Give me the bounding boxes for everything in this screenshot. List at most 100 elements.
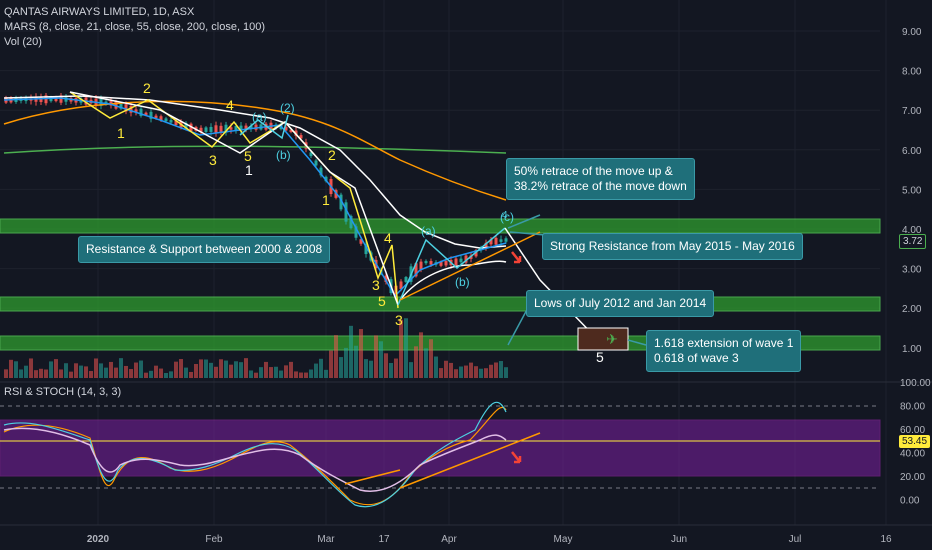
price-tick-label: 9.00	[902, 27, 922, 38]
volume-bar	[484, 368, 488, 378]
candle-body	[429, 261, 433, 265]
volume-bar	[69, 371, 73, 378]
wave-label: 3	[395, 312, 403, 328]
resistance-support-callout: Resistance & Support between 2000 & 2008	[78, 236, 331, 263]
lows-zone	[0, 296, 881, 312]
candle-body	[49, 97, 53, 102]
volume-bar	[319, 358, 323, 378]
volume-bar	[364, 359, 368, 378]
volume-bar	[214, 366, 218, 378]
candle-body	[164, 118, 168, 122]
candle-body	[199, 127, 203, 133]
mars-indicator-label[interactable]: MARS (8, close, 21, close, 55, close, 20…	[4, 21, 266, 33]
volume-bar	[449, 362, 453, 378]
volume-bar	[234, 361, 238, 378]
wave-label: (b)	[276, 148, 291, 162]
volume-bar	[424, 348, 428, 378]
candle-body	[239, 125, 243, 131]
volume-bar	[104, 367, 108, 378]
volume-bar	[274, 366, 278, 378]
wave-label: 5	[596, 349, 604, 365]
wave-label: 4	[502, 210, 508, 221]
callout-line: 38.2% retrace of the move down	[514, 179, 687, 193]
volume-bar	[109, 361, 113, 378]
wave-label: (c)	[500, 210, 514, 224]
candle-body	[414, 263, 418, 277]
volume-bar	[439, 368, 443, 378]
chart-title: QANTAS AIRWAYS LIMITED, 1D, ASX	[4, 6, 195, 18]
volume-indicator-label[interactable]: Vol (20)	[4, 36, 42, 48]
price-tick-label: 5.00	[902, 185, 922, 196]
target-box	[577, 327, 629, 351]
volume-bar	[199, 359, 203, 378]
wave-label: 1	[117, 125, 125, 141]
wave-white-line	[69, 91, 399, 306]
wave-label: 4	[226, 97, 234, 113]
volume-bar	[374, 335, 378, 378]
price-tick-label: 1.00	[902, 344, 922, 355]
volume-bar	[119, 358, 123, 378]
volume-bar	[494, 362, 498, 378]
wave-labels-yellow: 1 2 3 4 5 1 2 3 4 5 3	[117, 80, 403, 328]
rsi-indicator-label[interactable]: RSI & STOCH (14, 3, 3)	[4, 386, 122, 398]
rsi-down-arrow-icon	[511, 451, 522, 464]
volume-bar	[204, 359, 208, 378]
candle-body	[459, 258, 463, 263]
wave-label: (b)	[455, 275, 470, 289]
candle-body	[119, 103, 123, 109]
volume-bar	[9, 359, 13, 378]
rsi-tick-label: 40.00	[900, 449, 925, 460]
volume-bar	[179, 359, 183, 378]
rsi-tick-label: 0.00	[900, 496, 920, 507]
candle-body	[129, 105, 133, 113]
volume-bar	[499, 361, 503, 378]
candle-body	[134, 109, 138, 113]
rsi-support-trendline	[344, 469, 401, 485]
volume-bar	[154, 365, 158, 378]
candle-body	[284, 126, 288, 131]
volume-bar	[59, 369, 63, 378]
callout-line: 1.618 extension of wave 1	[654, 336, 794, 350]
volume-bar	[469, 362, 473, 378]
volume-bar	[39, 368, 43, 378]
candle-body	[204, 127, 208, 132]
volume-bar	[429, 339, 433, 378]
rising-trendline	[399, 231, 541, 301]
rsi-rising-trendline	[399, 432, 541, 489]
volume-bar	[189, 371, 193, 378]
time-tick-label: Jun	[671, 534, 687, 545]
volume-bar	[324, 369, 328, 378]
volume-bar	[244, 358, 248, 378]
candle-body	[169, 120, 173, 123]
volume-bar	[159, 368, 163, 378]
rsi-band	[0, 419, 881, 477]
volume-bar	[409, 362, 413, 378]
time-tick-label: Feb	[205, 534, 223, 545]
time-tick-label: Mar	[317, 534, 335, 545]
candle-body	[504, 238, 508, 242]
candle-body	[159, 116, 163, 121]
volume-bar	[259, 367, 263, 378]
volume-bar	[134, 362, 138, 378]
candle-body	[444, 260, 448, 266]
volume-bar	[34, 370, 38, 378]
callout-connector	[507, 214, 541, 229]
volume-bar	[419, 332, 423, 378]
wave-label: (a)	[252, 110, 267, 124]
volume-bar	[144, 372, 148, 378]
candle-body	[249, 125, 253, 129]
volume-bar	[394, 358, 398, 378]
volume-bar	[384, 353, 388, 378]
volume-bar	[169, 371, 173, 378]
volume-bar	[24, 365, 28, 378]
volume-bar	[224, 360, 228, 378]
candle-body	[439, 261, 443, 266]
volume-bar	[174, 361, 178, 378]
wave-label: 1	[245, 162, 253, 178]
wave-label: 1	[322, 192, 330, 208]
candle-body	[399, 281, 403, 289]
candle-body	[144, 112, 148, 115]
wave-label: 5	[244, 148, 252, 164]
volume-bar	[379, 341, 383, 378]
